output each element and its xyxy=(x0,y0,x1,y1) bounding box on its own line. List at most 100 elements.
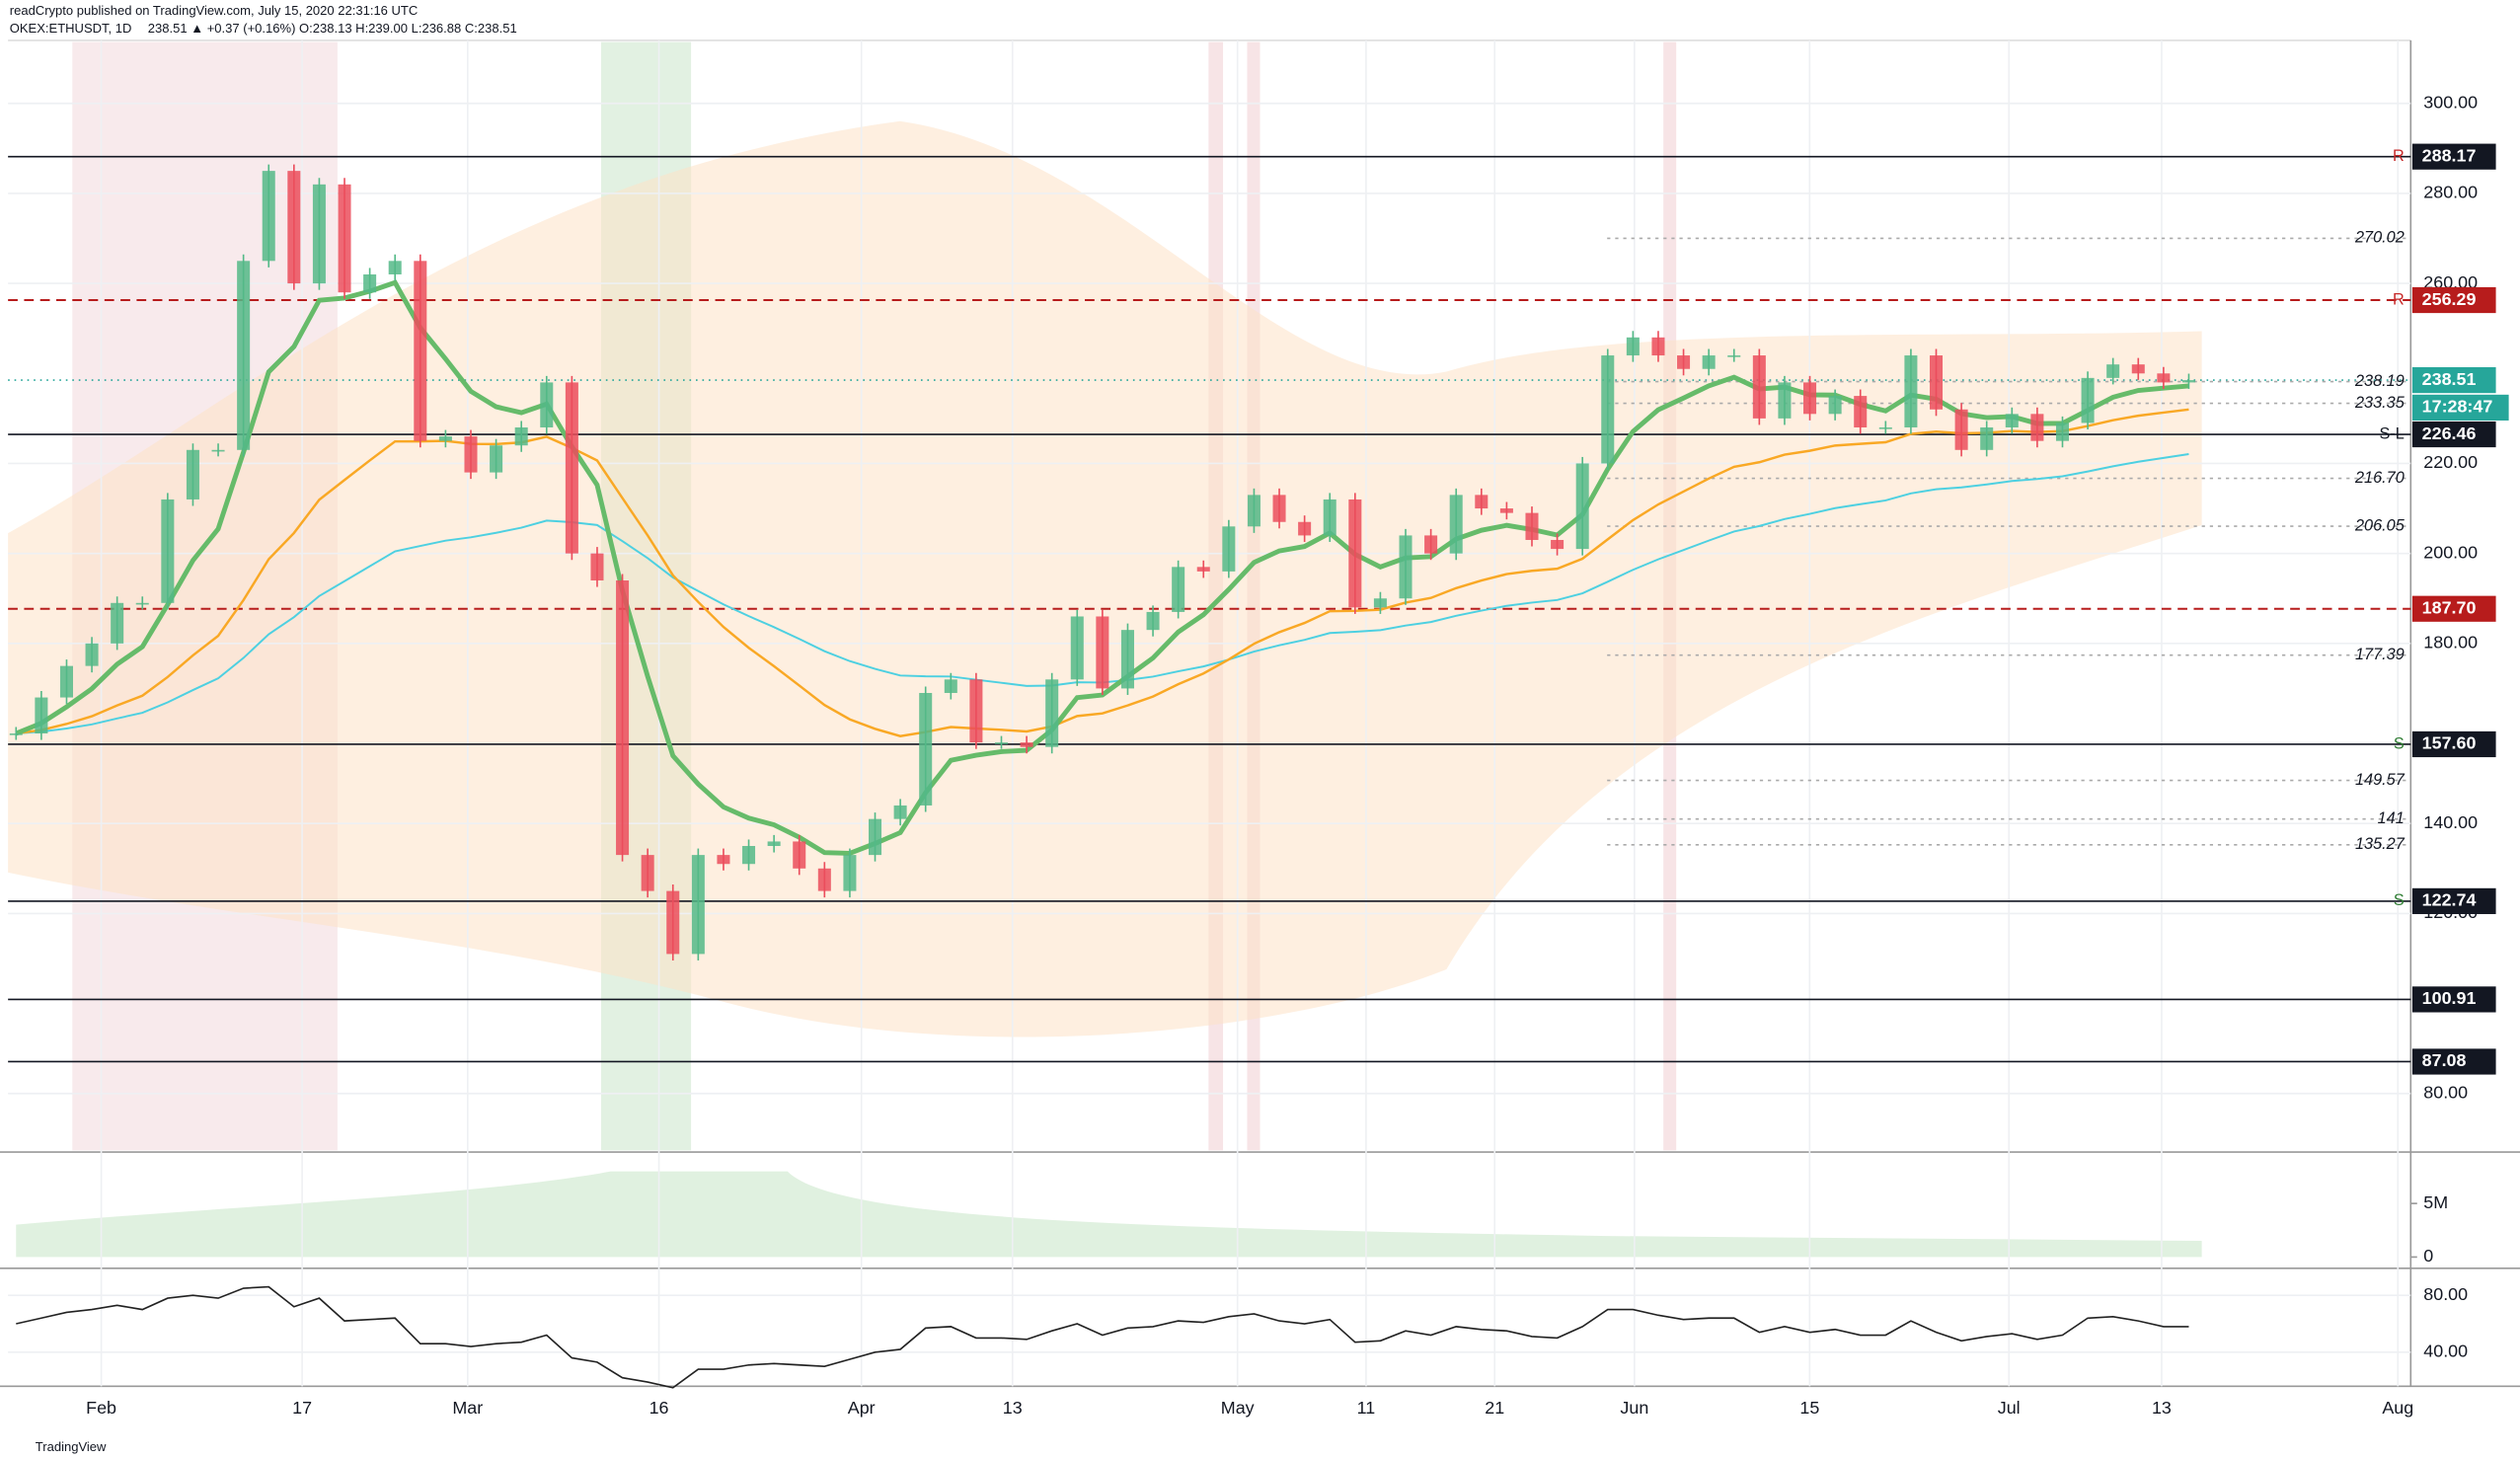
candle xyxy=(85,643,99,666)
candle xyxy=(1778,382,1792,419)
candle xyxy=(338,184,351,293)
candle xyxy=(742,845,756,865)
candle xyxy=(565,382,578,554)
candle xyxy=(1247,495,1260,527)
candle xyxy=(1803,382,1817,415)
level-label: 233.35 xyxy=(2354,394,2405,412)
candle xyxy=(2131,364,2145,374)
candle xyxy=(1677,355,1691,369)
candle xyxy=(1752,355,1766,419)
candle xyxy=(1727,355,1741,357)
y-tick-label: 180.00 xyxy=(2423,633,2478,653)
candle xyxy=(1878,427,1892,429)
x-tick-label: 17 xyxy=(292,1398,312,1418)
level-label: 226.46 xyxy=(2422,423,2477,443)
y-tick-label: 220.00 xyxy=(2423,452,2478,472)
level-label: 216.70 xyxy=(2354,469,2405,487)
level-box xyxy=(2411,421,2496,448)
level-label: 157.60 xyxy=(2422,733,2477,753)
volume-band xyxy=(16,1171,2202,1258)
candle xyxy=(1929,355,1944,410)
candle xyxy=(994,742,1009,744)
level-label: 149.57 xyxy=(2355,771,2405,789)
candle xyxy=(9,733,23,735)
candle xyxy=(2106,364,2120,378)
candle xyxy=(717,855,730,865)
level-tag: R xyxy=(2393,147,2405,165)
x-tick-label: 13 xyxy=(2152,1398,2172,1418)
candle xyxy=(1980,427,1994,450)
candle xyxy=(1499,508,1513,513)
level-box xyxy=(2411,1048,2496,1075)
candle xyxy=(1222,526,1236,572)
y-tick-label: 300.00 xyxy=(2423,92,2478,112)
candle xyxy=(1551,539,1565,550)
candle xyxy=(691,855,705,955)
rsi-line xyxy=(16,1285,2189,1389)
level-label: 238.51 xyxy=(2422,369,2477,389)
candle xyxy=(1045,679,1059,747)
level-label: 238.19 xyxy=(2354,372,2405,390)
level-box xyxy=(2411,887,2496,914)
candle xyxy=(540,382,554,428)
candle xyxy=(237,261,251,450)
candle xyxy=(1954,409,1968,450)
candle xyxy=(767,841,781,846)
level-box xyxy=(2411,366,2496,394)
candle xyxy=(186,449,199,499)
candle xyxy=(2030,414,2044,441)
x-tick-label: Jun xyxy=(1620,1398,1648,1418)
candle xyxy=(2005,414,2019,428)
candle xyxy=(1120,630,1134,689)
level-tag: R xyxy=(2393,290,2405,308)
candle xyxy=(893,805,907,819)
level-box xyxy=(2411,595,2496,622)
candle xyxy=(414,261,427,441)
symbol: OKEX:ETHUSDT, 1D xyxy=(10,21,132,36)
candle xyxy=(2055,422,2069,441)
candle xyxy=(1070,616,1084,680)
publisher: readCrypto published on TradingView.com,… xyxy=(10,3,419,18)
candle xyxy=(2081,377,2095,423)
level-label: 87.08 xyxy=(2422,1050,2467,1070)
candle xyxy=(641,855,654,891)
candle xyxy=(59,665,73,698)
candle xyxy=(2181,380,2195,383)
candle xyxy=(1601,355,1615,464)
moving-average xyxy=(16,408,2189,737)
level-label: 177.39 xyxy=(2355,646,2405,663)
candle xyxy=(616,580,630,856)
candle xyxy=(1096,616,1109,689)
countdown: 17:28:47 xyxy=(2422,397,2493,417)
moving-average xyxy=(15,279,2189,856)
level-tag: S-L xyxy=(2379,424,2404,442)
candle xyxy=(1399,535,1413,599)
candle xyxy=(1854,396,1868,428)
candle xyxy=(211,449,225,452)
footer: TradingView xyxy=(36,1439,107,1454)
candle xyxy=(312,184,326,284)
candle xyxy=(869,818,882,856)
candle xyxy=(1475,495,1489,509)
y-tick-label: 280.00 xyxy=(2423,183,2478,202)
candle xyxy=(1196,567,1210,572)
candle xyxy=(919,692,933,806)
candle xyxy=(1626,337,1640,356)
level-label: 270.02 xyxy=(2354,229,2405,247)
candle xyxy=(1904,355,1918,428)
candle xyxy=(1146,611,1160,631)
candle xyxy=(944,679,957,693)
candle xyxy=(590,553,604,581)
x-tick-label: Feb xyxy=(86,1398,116,1418)
candle xyxy=(666,890,680,955)
candle xyxy=(1172,567,1185,612)
level-tag: S xyxy=(2394,734,2405,752)
candle xyxy=(1424,535,1438,554)
level-label: 206.05 xyxy=(2354,516,2405,534)
candle xyxy=(1298,521,1312,536)
rsi-tick-label: 80.00 xyxy=(2423,1284,2468,1304)
level-label: 141 xyxy=(2378,809,2405,827)
x-tick-label: Apr xyxy=(848,1398,876,1418)
volume-tick-label: 5M xyxy=(2423,1192,2448,1212)
